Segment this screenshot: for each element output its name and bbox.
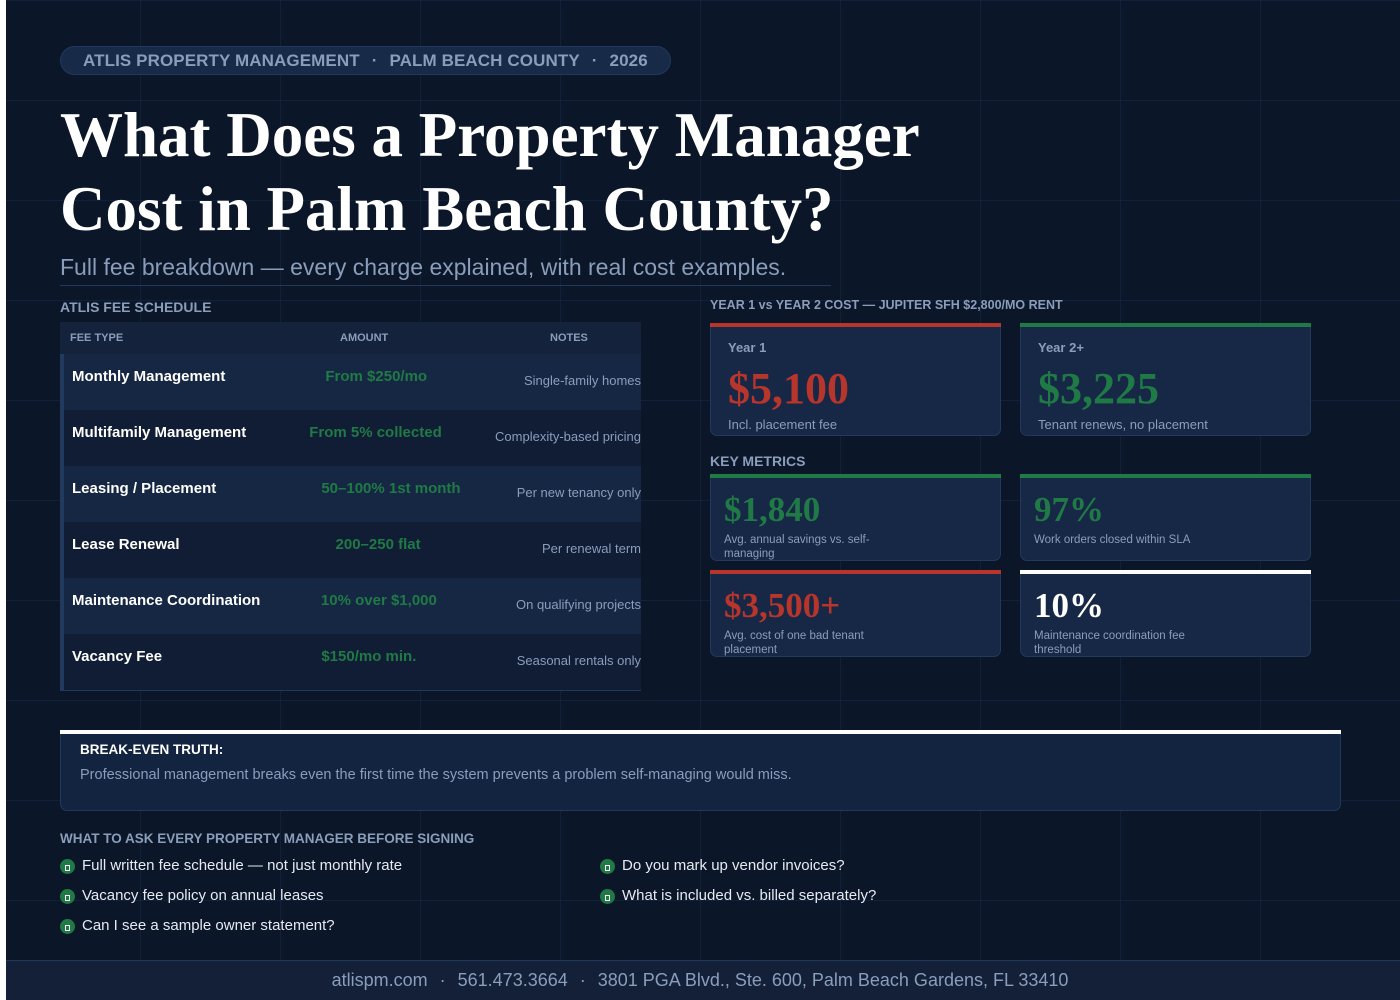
check-icon	[60, 889, 75, 904]
fee-amount: 50–100% 1st month	[321, 480, 461, 497]
metric-description: Avg. annual savings vs. self-managing	[724, 534, 870, 560]
checklist-item: Do you mark up vendor invoices?	[600, 856, 845, 874]
card-label: Year 1	[728, 340, 767, 355]
fee-amount: From $250/mo	[325, 368, 428, 385]
fee-note: Single-family homes	[523, 373, 641, 388]
card-accent-bar	[710, 570, 1001, 574]
metric-card-work-orders: 97% Work orders closed within SLA	[1020, 474, 1311, 561]
checklist-label: WHAT TO ASK EVERY PROPERTY MANAGER BEFOR…	[60, 831, 475, 846]
footer: atlispm.com · 561.473.3664 · 3801 PGA Bl…	[6, 960, 1400, 1000]
fee-note: Complexity-based pricing	[495, 429, 641, 444]
metric-description: Avg. cost of one bad tenant placement	[724, 630, 864, 656]
table-row: Maintenance Coordination 10% over $1,000…	[60, 578, 641, 634]
fee-amount: $150/mo min.	[321, 648, 417, 665]
card-description: Tenant renews, no placement	[1038, 417, 1208, 432]
metric-value: 97%	[1034, 490, 1104, 529]
key-metrics-label: KEY METRICS	[710, 453, 806, 469]
table-row: Vacancy Fee $150/mo min. Seasonal rental…	[60, 634, 641, 690]
pill-region: PALM BEACH COUNTY	[389, 50, 580, 70]
checklist-item: Can I see a sample owner statement?	[60, 916, 335, 934]
checklist-item-text: Do you mark up vendor invoices?	[622, 856, 845, 874]
check-icon	[600, 859, 615, 874]
page-title: What Does a Property Manager Cost in Pal…	[60, 98, 1060, 246]
card-accent-bar	[710, 323, 1001, 327]
checklist-item: Full written fee schedule — not just mon…	[60, 856, 402, 874]
callout-text: Professional management breaks even the …	[80, 767, 792, 783]
card-value: $3,225	[1038, 364, 1159, 413]
checklist-item-text: Full written fee schedule — not just mon…	[82, 856, 403, 874]
pill-separator: ·	[591, 50, 598, 70]
fee-amount: From 5% collected	[309, 424, 442, 441]
column-header-notes: NOTES	[550, 332, 588, 344]
metric-card-savings: $1,840 Avg. annual savings vs. self-mana…	[710, 474, 1001, 561]
footer-website-link[interactable]: atlispm.com	[331, 970, 428, 990]
fee-type: Vacancy Fee	[72, 648, 163, 665]
check-icon	[60, 919, 75, 934]
table-header: FEE TYPE AMOUNT NOTES	[60, 322, 641, 354]
table-row: Lease Renewal 200–250 flat Per renewal t…	[60, 522, 641, 578]
fee-note: On qualifying projects	[515, 597, 641, 612]
card-value: $5,100	[728, 364, 849, 413]
pill-separator: ·	[371, 50, 378, 70]
year-1-card: Year 1 $5,100 Incl. placement fee	[710, 323, 1001, 436]
fee-note: Seasonal rentals only	[516, 653, 641, 668]
metric-value: $3,500+	[724, 586, 841, 625]
metric-description: Work orders closed within SLA	[1034, 534, 1191, 546]
metric-description: Maintenance coordination fee threshold	[1034, 630, 1185, 656]
checklist-item-text: Vacancy fee policy on annual leases	[82, 886, 324, 904]
card-description: Incl. placement fee	[728, 417, 838, 432]
table-row: Leasing / Placement 50–100% 1st month Pe…	[60, 466, 641, 522]
footer-phone-link[interactable]: 561.473.3664	[457, 970, 568, 990]
fee-type: Maintenance Coordination	[72, 592, 261, 609]
callout-accent-bar	[60, 730, 1341, 734]
footer-separator: ·	[579, 970, 586, 990]
fee-type: Leasing / Placement	[72, 480, 217, 497]
fee-amount: 10% over $1,000	[320, 592, 437, 609]
column-header-fee-type: FEE TYPE	[70, 332, 124, 344]
page-subtitle: Full fee breakdown — every charge explai…	[60, 254, 831, 286]
card-accent-bar	[1020, 570, 1311, 574]
metric-value: 10%	[1034, 586, 1104, 625]
pill-company: ATLIS PROPERTY MANAGEMENT	[83, 50, 360, 70]
metric-value: $1,840	[724, 490, 821, 529]
column-header-amount: AMOUNT	[340, 332, 389, 344]
fee-type: Lease Renewal	[72, 536, 180, 553]
check-icon	[60, 859, 75, 874]
year-2-card: Year 2+ $3,225 Tenant renews, no placeme…	[1020, 323, 1311, 436]
card-accent-bar	[710, 474, 1001, 478]
pill-year: 2026	[609, 50, 648, 70]
footer-address: 3801 PGA Blvd., Ste. 600, Palm Beach Gar…	[597, 970, 1069, 990]
fee-type: Multifamily Management	[72, 424, 247, 441]
checklist-item-text: What is included vs. billed separately?	[622, 886, 877, 904]
card-label: Year 2+	[1038, 340, 1084, 355]
checklist-item-text: Can I see a sample owner statement?	[82, 916, 335, 934]
table-row: Multifamily Management From 5% collected…	[60, 410, 641, 466]
fee-type: Monthly Management	[72, 368, 226, 385]
title-line-1: What Does a Property Manager	[60, 100, 920, 170]
fee-note: Per renewal term	[542, 541, 641, 556]
checklist-item: Vacancy fee policy on annual leases	[60, 886, 324, 904]
card-accent-bar	[1020, 474, 1311, 478]
metric-card-bad-tenant: $3,500+ Avg. cost of one bad tenant plac…	[710, 570, 1001, 657]
metric-card-maintenance-threshold: 10% Maintenance coordination fee thresho…	[1020, 570, 1311, 657]
callout-heading: BREAK-EVEN TRUTH:	[80, 742, 224, 757]
table-row: Monthly Management From $250/mo Single-f…	[60, 354, 641, 410]
breakeven-callout: BREAK-EVEN TRUTH: Professional managemen…	[60, 730, 1341, 811]
header-pill: ATLIS PROPERTY MANAGEMENT · PALM BEACH C…	[60, 46, 671, 75]
footer-separator: ·	[439, 970, 446, 990]
card-accent-bar	[1020, 323, 1311, 327]
fee-schedule-label: ATLIS FEE SCHEDULE	[60, 299, 212, 315]
year-compare-label: YEAR 1 vs YEAR 2 COST — JUPITER SFH $2,8…	[710, 298, 1063, 312]
fee-note: Per new tenancy only	[516, 485, 641, 500]
fee-amount: 200–250 flat	[335, 536, 421, 553]
title-line-2: Cost in Palm Beach County?	[60, 174, 834, 244]
infographic-page: ATLIS PROPERTY MANAGEMENT · PALM BEACH C…	[6, 0, 1400, 1000]
check-icon	[600, 889, 615, 904]
checklist-item: What is included vs. billed separately?	[600, 886, 876, 904]
fee-schedule-table: FEE TYPE AMOUNT NOTES Monthly Management…	[60, 322, 641, 691]
